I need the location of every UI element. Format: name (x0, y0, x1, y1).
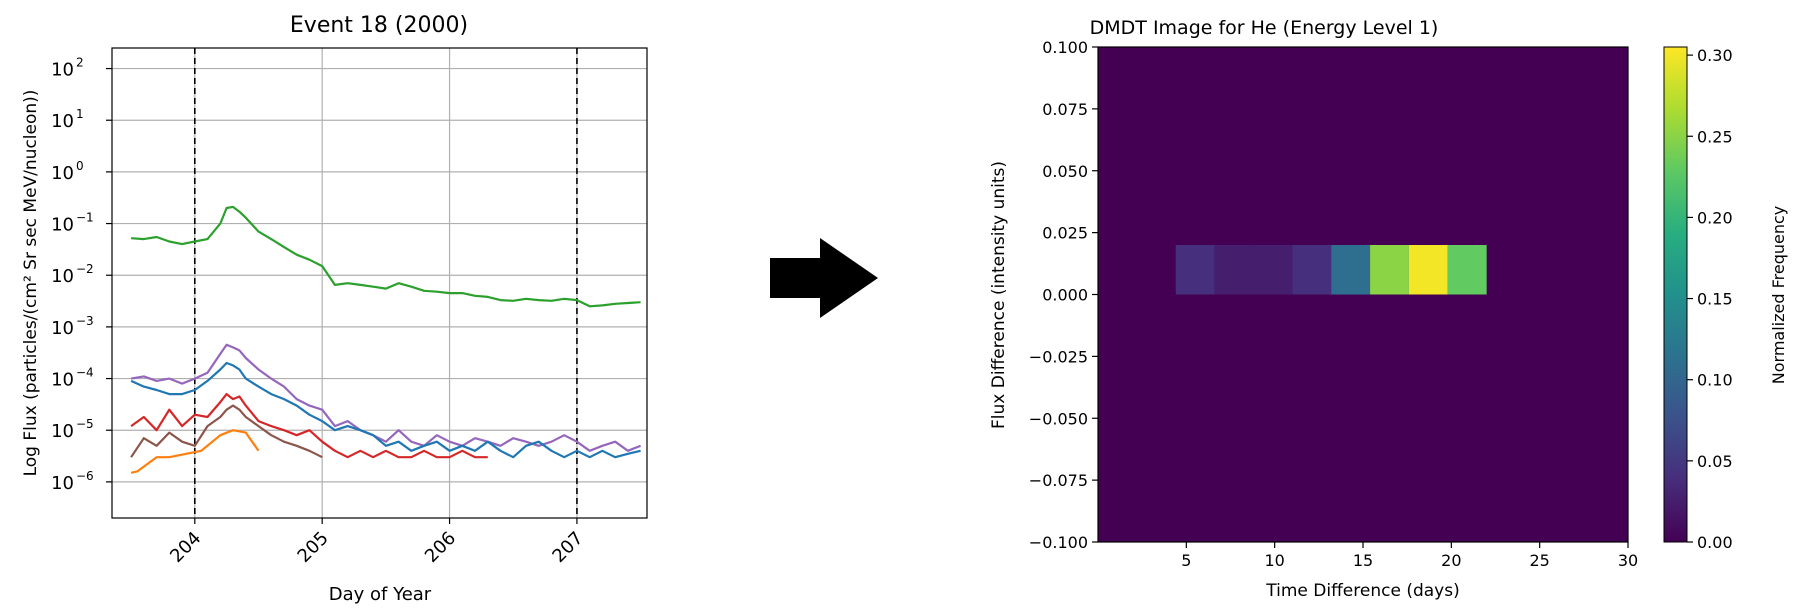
heatmap-y-tick-label: 0.100 (1042, 38, 1088, 57)
heatmap-y-tick-label: −0.075 (1029, 471, 1088, 490)
colorbar-tick-label: 0.10 (1697, 371, 1733, 390)
colorbar-tick-label: 0.00 (1697, 533, 1733, 552)
heatmap-y-tick-label: 0.000 (1042, 286, 1088, 305)
left-x-axis-label: Day of Year (329, 584, 432, 605)
left-x-ticks: 204 205 206 207 (166, 518, 588, 567)
left-y-tick-label: 10 (51, 60, 74, 81)
left-grid (112, 48, 647, 518)
left-y-tick-exponent: −6 (76, 469, 94, 483)
heatmap-y-tick-label: 0.075 (1042, 100, 1088, 119)
heatmap-y-ticks: 0.100 0.075 0.050 0.025 0.000 −0.025 −0.050 −0.… (1029, 38, 1098, 552)
left-y-tick-label: 10 (51, 318, 74, 339)
heatmap-x-tick-label: 15 (1353, 551, 1373, 570)
left-y-tick-exponent: −5 (76, 417, 94, 431)
heatmap-y-axis-label: Flux Difference (intensity units) (989, 161, 1009, 429)
left-y-tick-exponent: 2 (76, 56, 84, 70)
colorbar-label: Normalized Frequency (1769, 206, 1788, 384)
heatmap-x-tick-label: 25 (1529, 551, 1549, 570)
right-chart-title: DMDT Image for He (Energy Level 1) (1090, 17, 1439, 39)
left-y-tick-label: 10 (51, 421, 74, 442)
heatmap-cell (1253, 245, 1293, 295)
left-y-tick-exponent: −3 (76, 314, 94, 328)
dmdt-heatmap: DMDT Image for He (Energy Level 1) 5 10 15… (989, 17, 1788, 601)
flux-line-chart: Event 18 (2000) 204 205 206 207 10 −610 −510−… (21, 13, 648, 605)
left-x-tick-label: 204 (166, 528, 205, 567)
left-x-tick-label: 205 (294, 528, 333, 567)
heatmap-y-tick-label: 0.050 (1042, 162, 1088, 181)
heatmap-x-axis-label: Time Difference (days) (1265, 581, 1459, 601)
left-y-tick-label: 10 (51, 111, 74, 132)
event-window-lines (193, 48, 578, 518)
flux-series-line-0 (131, 205, 641, 308)
heatmap-cell (1447, 245, 1487, 295)
colorbar-tick-label: 0.05 (1697, 452, 1733, 471)
left-y-tick-exponent: 1 (76, 107, 84, 121)
heatmap-y-tick-label: −0.025 (1029, 347, 1088, 366)
heatmap-x-tick-label: 5 (1181, 551, 1191, 570)
flux-series-line-3 (130, 393, 488, 459)
heatmap-y-tick-label: 0.025 (1042, 224, 1088, 243)
flux-series-line-4 (130, 404, 323, 459)
colorbar-tick-label: 0.15 (1697, 290, 1733, 309)
left-y-tick-exponent: −2 (76, 262, 94, 276)
left-y-axis-label: Log Flux (particles/(cm² Sr sec MeV/nucl… (21, 90, 41, 477)
heatmap-x-tick-label: 30 (1618, 551, 1638, 570)
left-y-tick-label: 10 (51, 473, 74, 494)
heatmap-cell (1292, 245, 1332, 295)
heatmap-x-tick-label: 20 (1441, 551, 1461, 570)
heatmap-cells (1175, 245, 1487, 295)
heatmap-cell (1214, 245, 1254, 295)
colorbar-tick-label: 0.25 (1697, 127, 1733, 146)
flux-series-line-1 (130, 343, 642, 452)
heatmap-x-tick-label: 10 (1264, 551, 1284, 570)
heatmap-cell (1370, 245, 1409, 295)
colorbar (1663, 46, 1688, 543)
heatmap-y-tick-label: −0.100 (1029, 533, 1088, 552)
flux-series-group (130, 205, 642, 474)
colorbar-ticks: 0.00 0.05 0.10 0.15 0.20 0.25 0.30 (1687, 46, 1733, 552)
colorbar-tick-label: 0.30 (1697, 46, 1733, 65)
left-y-tick-exponent: 0 (76, 159, 84, 173)
heatmap-y-tick-label: −0.050 (1029, 409, 1088, 428)
right-arrow-icon (770, 238, 878, 318)
left-y-tick-exponent: −4 (76, 366, 94, 380)
left-y-tick-exponent: −1 (76, 211, 94, 225)
heatmap-cell (1175, 245, 1215, 295)
left-chart-title: Event 18 (2000) (290, 13, 468, 38)
colorbar-tick-label: 0.20 (1697, 208, 1733, 227)
left-y-tick-label: 10 (51, 370, 74, 391)
heatmap-cell (1408, 245, 1448, 295)
left-x-tick-label: 206 (421, 528, 460, 567)
left-y-tick-label: 10 (51, 215, 74, 236)
flux-series-line-2 (130, 361, 641, 459)
heatmap-x-ticks: 5 10 15 20 25 30 (1181, 542, 1638, 570)
left-plot-frame (111, 47, 648, 519)
left-y-tick-label: 10 (51, 163, 74, 184)
heatmap-cell (1331, 245, 1371, 295)
left-y-tick-label: 10 (51, 266, 74, 287)
left-x-tick-label: 207 (548, 528, 587, 567)
flux-series-line-5 (130, 429, 260, 474)
